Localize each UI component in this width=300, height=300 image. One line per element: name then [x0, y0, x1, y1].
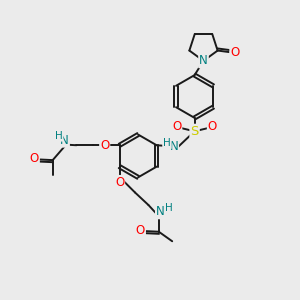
Text: O: O: [230, 46, 239, 59]
Text: H: H: [55, 131, 62, 141]
Text: H: H: [163, 138, 171, 148]
Text: H: H: [165, 203, 173, 213]
Text: N: N: [60, 134, 69, 147]
Text: S: S: [190, 125, 199, 138]
Text: O: O: [30, 152, 39, 165]
Text: O: O: [115, 176, 124, 189]
Text: N: N: [156, 205, 165, 218]
Text: N: N: [169, 140, 178, 153]
Text: O: O: [100, 139, 109, 152]
Text: O: O: [208, 120, 217, 133]
Text: O: O: [172, 120, 182, 133]
Text: O: O: [136, 224, 145, 237]
Text: N: N: [199, 54, 208, 67]
